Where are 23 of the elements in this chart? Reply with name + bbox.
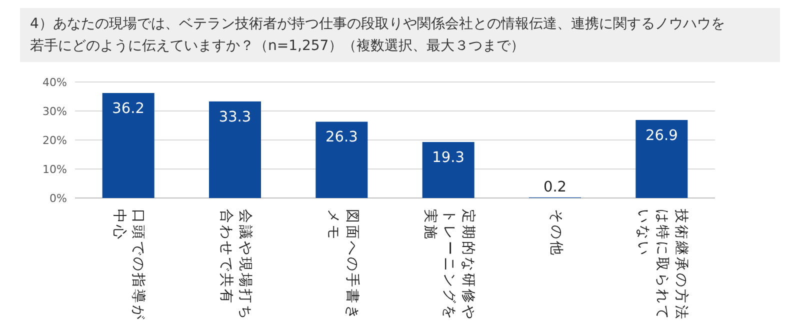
x-tick-label: その他	[546, 209, 564, 259]
chart-title: 4）あなたの現場では、ベテラン技術者が持つ仕事の段取りや関係会社との情報伝達、連携に関するノウハウを若手にどのように伝えていますか？（n=1,257）（複数選択、最大３つまで）	[30, 16, 725, 54]
bar	[636, 120, 688, 198]
bar	[316, 122, 368, 198]
data-label: 33.3	[218, 109, 252, 126]
bar	[209, 101, 261, 198]
x-tick-label: 図面への手書きメモ	[324, 209, 361, 321]
bar	[102, 93, 154, 198]
y-tick-label: 30%	[42, 105, 67, 118]
y-tick-label: 20%	[42, 134, 67, 147]
x-tick-label: 定期的な研修やトレーニングを実施	[420, 209, 477, 321]
x-tick-label: 口頭での指導が中心	[110, 209, 148, 321]
x-tick-label: 会議や現場打ち合わせで共有	[217, 209, 254, 321]
data-label: 19.3	[432, 150, 464, 166]
y-tick-label: 40%	[42, 76, 67, 89]
data-label: 36.2	[112, 101, 144, 118]
data-label: 26.3	[326, 130, 358, 146]
bar	[422, 142, 474, 198]
y-tick-label: 0%	[50, 192, 67, 205]
y-tick-label: 10%	[42, 163, 67, 176]
x-tick-label: 技術継承の方法は特に取られていない	[634, 209, 690, 321]
data-label: 26.9	[646, 128, 678, 144]
data-label: 0.2	[543, 179, 567, 196]
